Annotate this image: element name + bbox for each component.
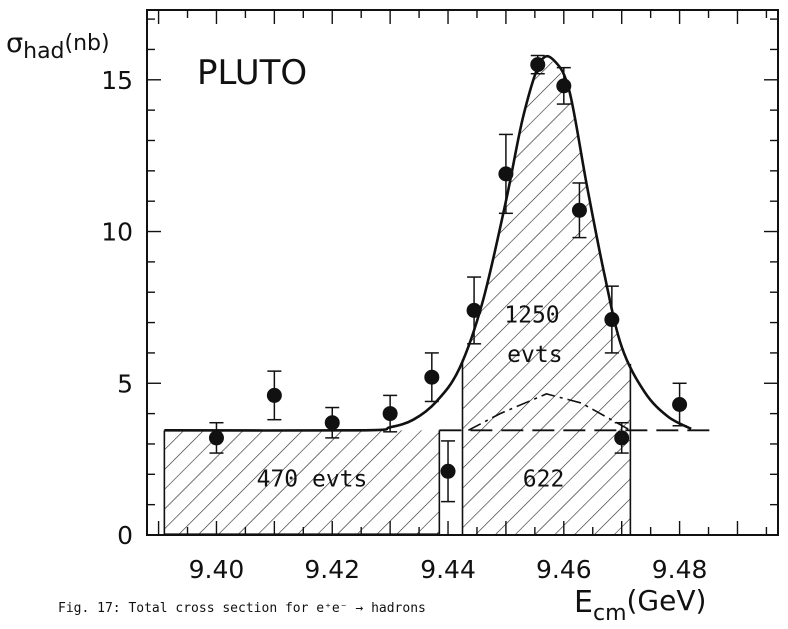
data-marker (266, 387, 282, 403)
background-dashdot-curve (467, 393, 631, 432)
data-points (208, 54, 688, 503)
data-marker (530, 57, 546, 73)
data-marker (382, 406, 398, 422)
data-marker (424, 369, 440, 385)
x-tick-label: 9.46 (536, 555, 592, 584)
data-point-7 (498, 133, 514, 215)
plot-frame (146, 9, 779, 536)
data-marker (614, 430, 630, 446)
data-point-8 (530, 54, 546, 75)
hatched-regions (163, 61, 632, 535)
data-point-0 (208, 421, 224, 454)
hatch-continuum-right (462, 430, 631, 535)
data-point-9 (556, 66, 572, 105)
data-point-4 (424, 352, 440, 403)
data-marker (208, 430, 224, 446)
data-point-5 (440, 440, 456, 503)
data-point-12 (614, 421, 630, 454)
data-marker (571, 202, 587, 218)
annotation-evts: evts (507, 342, 562, 368)
x-tick-label: 9.48 (652, 555, 708, 584)
data-marker (604, 312, 620, 328)
data-point-11 (604, 285, 620, 354)
annotation-1250: 1250 (504, 303, 559, 329)
y-axis-label: σhad(nb) (6, 28, 110, 64)
data-marker (672, 397, 688, 413)
annotation-470-evts: 470 evts (257, 466, 368, 492)
x-axis-label: Ecm(GeV) (574, 584, 706, 626)
data-marker (556, 78, 572, 94)
axis-ticks (147, 10, 778, 536)
y-tick-labels: 0 5 10 15 (101, 66, 133, 550)
x-tick-labels: 9.40 9.42 9.44 9.46 9.48 (189, 555, 708, 584)
y-tick-label: 5 (117, 369, 133, 398)
data-marker (324, 415, 340, 431)
data-marker (498, 166, 514, 182)
data-marker (440, 463, 456, 479)
x-tick-label: 9.40 (189, 555, 245, 584)
fit-curve (164, 54, 692, 432)
y-tick-label: 0 (117, 521, 133, 550)
data-marker (466, 302, 482, 318)
data-point-10 (571, 182, 587, 239)
fit-curve-layer (164, 54, 692, 432)
x-tick-label: 9.44 (420, 555, 476, 584)
y-tick-label: 10 (101, 218, 133, 247)
annotation-622: 622 (523, 466, 565, 492)
data-point-3 (382, 394, 398, 433)
y-tick-label: 15 (101, 66, 133, 95)
chart-title: PLUTO (197, 53, 307, 93)
data-point-13 (672, 382, 688, 427)
background-curves (439, 393, 712, 432)
hatch-continuum-left (164, 430, 440, 535)
data-point-6 (466, 276, 482, 345)
data-point-2 (324, 406, 340, 439)
data-point-1 (266, 370, 282, 421)
figure-caption: Fig. 17: Total cross section for e⁺e⁻ → … (58, 601, 426, 616)
x-tick-label: 9.42 (304, 555, 360, 584)
hatch-resonance (462, 61, 631, 431)
